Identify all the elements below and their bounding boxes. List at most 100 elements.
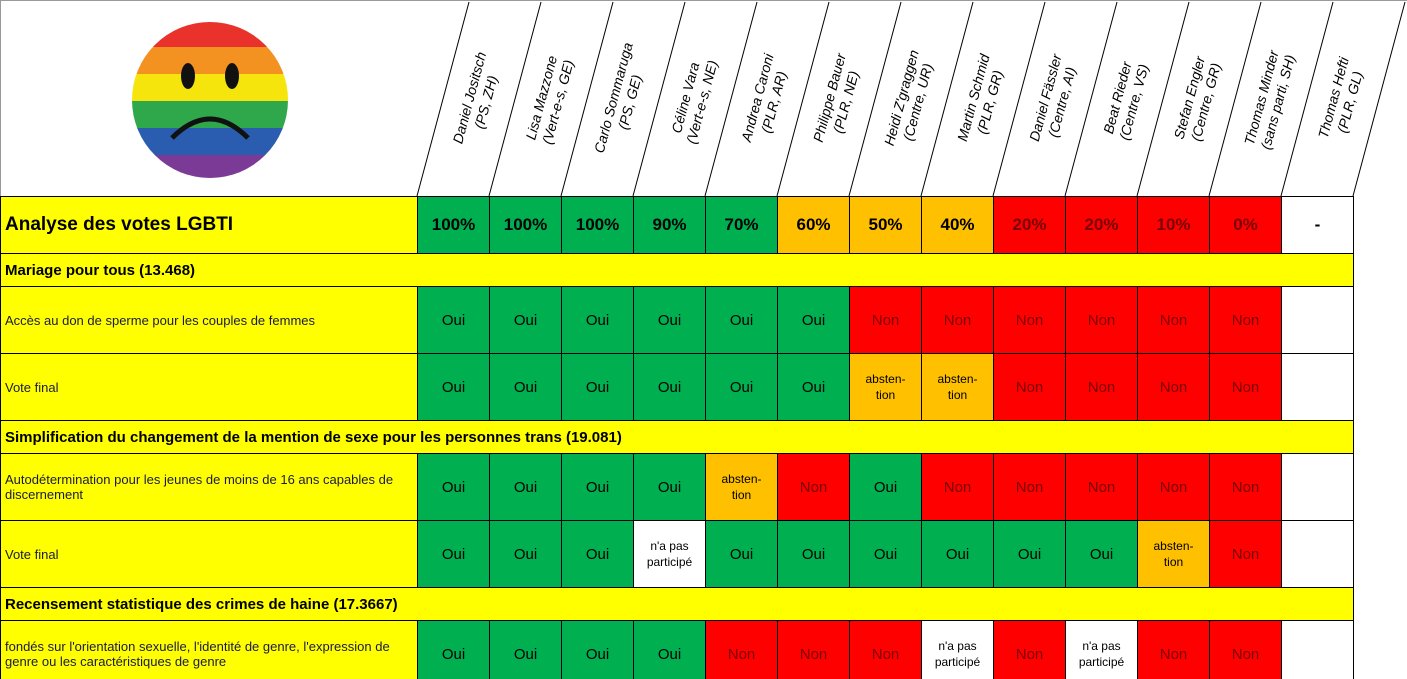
score-cell: 90% <box>633 196 706 254</box>
vote-cell: Oui <box>633 353 706 421</box>
vote-cell: Non <box>1137 286 1210 354</box>
vote-cell: Non <box>1137 453 1210 521</box>
vote-cell: Non <box>993 286 1066 354</box>
vote-cell: Oui <box>561 353 634 421</box>
vote-cell: Non <box>921 453 994 521</box>
score-cell: 50% <box>849 196 922 254</box>
column-header: Lisa Mazzone(Vert-e-s, GE) <box>522 54 576 146</box>
vote-cell: Non <box>849 620 922 679</box>
vote-cell: Oui <box>561 286 634 354</box>
vote-cell: Non <box>1065 453 1138 521</box>
vote-cell: Oui <box>489 453 562 521</box>
column-header: Daniel Jositsch(PS, ZH) <box>449 50 505 150</box>
title-cell: Analyse des votes LGBTI <box>0 196 418 254</box>
column-header: Thomas Minder(sans parti, SH) <box>1241 47 1298 151</box>
vote-cell: Oui <box>705 353 778 421</box>
vote-cell: Oui <box>633 286 706 354</box>
vote-cell: Oui <box>777 353 850 421</box>
vote-cell: Oui <box>633 620 706 679</box>
vote-cell: absten- tion <box>849 353 922 421</box>
column-header: Céline Vara(Vert-e-s, NE) <box>666 54 720 145</box>
vote-cell: Oui <box>849 520 922 588</box>
vote-cell <box>1281 453 1354 521</box>
vote-cell: Oui <box>417 453 490 521</box>
vote-cell: Non <box>1209 520 1282 588</box>
row-label: fondés sur l'orientation sexuelle, l'ide… <box>0 620 418 679</box>
column-header: Carlo Sommaruga(PS, GE) <box>591 41 652 159</box>
score-cell: 70% <box>705 196 778 254</box>
vote-cell <box>1281 520 1354 588</box>
page: Daniel Jositsch(PS, ZH) Lisa Mazzone(Vert… <box>0 0 1407 679</box>
vote-cell: Oui <box>417 353 490 421</box>
vote-cell: Oui <box>777 520 850 588</box>
vote-cell: Oui <box>489 520 562 588</box>
vote-cell: absten- tion <box>921 353 994 421</box>
column-header: Philippe Bauer(PLR, NE) <box>810 50 866 148</box>
header: Daniel Jositsch(PS, ZH) Lisa Mazzone(Vert… <box>0 0 1407 197</box>
row-label: Vote final <box>0 353 418 421</box>
column-header: Martin Schmid(PLR, GR) <box>954 51 1009 147</box>
vote-cell: Oui <box>777 286 850 354</box>
vote-cell <box>1281 286 1354 354</box>
vote-cell: Oui <box>489 286 562 354</box>
score-cell: 100% <box>489 196 562 254</box>
vote-cell: Oui <box>705 520 778 588</box>
vote-cell: Oui <box>849 453 922 521</box>
score-cell: 20% <box>993 196 1066 254</box>
score-cell: - <box>1281 196 1354 254</box>
vote-cell: Non <box>849 286 922 354</box>
vote-cell: Oui <box>561 520 634 588</box>
vote-cell: Non <box>1137 620 1210 679</box>
vote-cell: n'a pas participé <box>1065 620 1138 679</box>
row-label: Vote final <box>0 520 418 588</box>
score-cell: 0% <box>1209 196 1282 254</box>
vote-cell <box>1281 353 1354 421</box>
vote-cell: Oui <box>561 620 634 679</box>
row-label: Autodétermination pour les jeunes de moi… <box>0 453 418 521</box>
column-header: Daniel Fässler(Centre, AI) <box>1026 51 1081 147</box>
column-header: Beat Rieder(Centre, VS) <box>1100 58 1152 142</box>
vote-cell: Non <box>777 620 850 679</box>
vote-cell: n'a pas participé <box>633 520 706 588</box>
vote-cell: Oui <box>489 353 562 421</box>
vote-cell: Oui <box>417 620 490 679</box>
vote-cell: Non <box>921 286 994 354</box>
column-header: Heidi Z'graggen(Centre, UR) <box>881 48 938 152</box>
vote-cell: Non <box>705 620 778 679</box>
section-title: Recensement statistique des crimes de ha… <box>0 587 1354 621</box>
vote-cell: Non <box>1137 353 1210 421</box>
vote-cell: Oui <box>993 520 1066 588</box>
vote-cell: absten- tion <box>705 453 778 521</box>
vote-cell: Non <box>993 353 1066 421</box>
vote-cell: Non <box>993 453 1066 521</box>
vote-cell: n'a pas participé <box>921 620 994 679</box>
score-cell: 60% <box>777 196 850 254</box>
vote-cell: Non <box>993 620 1066 679</box>
vote-cell: Non <box>1065 286 1138 354</box>
section-title: Mariage pour tous (13.468) <box>0 253 1354 287</box>
score-cell: 40% <box>921 196 994 254</box>
vote-cell: Non <box>1209 453 1282 521</box>
rainbow-smiley <box>130 20 290 185</box>
vote-cell: Oui <box>417 520 490 588</box>
vote-cell: Non <box>1209 620 1282 679</box>
score-cell: 100% <box>561 196 634 254</box>
row-label: Accès au don de sperme pour les couples … <box>0 286 418 354</box>
vote-cell: Non <box>1209 286 1282 354</box>
section-title: Simplification du changement de la menti… <box>0 420 1354 454</box>
score-cell: 100% <box>417 196 490 254</box>
vote-cell: Oui <box>1065 520 1138 588</box>
vote-cell: Oui <box>417 286 490 354</box>
vote-cell: Non <box>1209 353 1282 421</box>
vote-cell: Oui <box>561 453 634 521</box>
vote-cell: Non <box>1065 353 1138 421</box>
vote-cell <box>1281 620 1354 679</box>
vote-cell: Oui <box>705 286 778 354</box>
score-cell: 10% <box>1137 196 1210 254</box>
column-header: Andrea Caroni(PLR, AR) <box>738 51 794 149</box>
vote-cell: Oui <box>921 520 994 588</box>
vote-cell: absten- tion <box>1137 520 1210 588</box>
vote-cell: Oui <box>489 620 562 679</box>
vote-cell: Non <box>777 453 850 521</box>
column-header: Stefan Engler(Centre, GR) <box>1171 53 1225 145</box>
